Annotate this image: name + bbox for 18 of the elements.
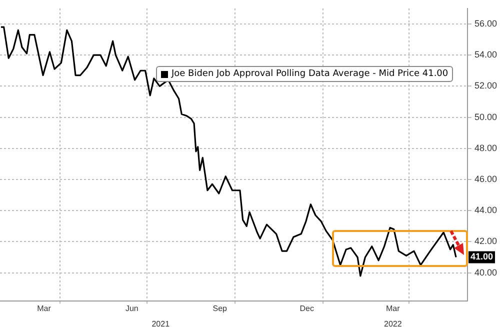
x-tick-label: Sep bbox=[212, 304, 228, 313]
x-tick-label: Jun bbox=[125, 304, 138, 313]
y-tick-label: 40.00 bbox=[474, 267, 498, 278]
y-tick-label: 46.00 bbox=[474, 174, 498, 184]
y-tick-label: 56.00 bbox=[474, 18, 498, 28]
x-tick-label: Mar bbox=[386, 304, 400, 313]
x2-tick-label: 2022 bbox=[384, 319, 402, 327]
y-tick-label: 48.00 bbox=[474, 142, 498, 153]
x-tick-label: Mar bbox=[37, 304, 52, 313]
y-tick-label: 54.00 bbox=[474, 50, 498, 60]
y-tick-label: 50.00 bbox=[474, 112, 498, 122]
x2-tick-label: 2021 bbox=[152, 319, 170, 327]
y-tick-label: 42.00 bbox=[474, 236, 498, 246]
x-tick-label: Dec bbox=[300, 304, 314, 313]
annotation: 41.00 bbox=[470, 252, 494, 262]
legend-label: Joe Biden Job Approval Polling Data Average - Mid Price 41.00 bbox=[171, 69, 448, 80]
y-tick-label: 52.00 bbox=[474, 80, 498, 91]
y-tick-label: 44.00 bbox=[474, 205, 498, 216]
